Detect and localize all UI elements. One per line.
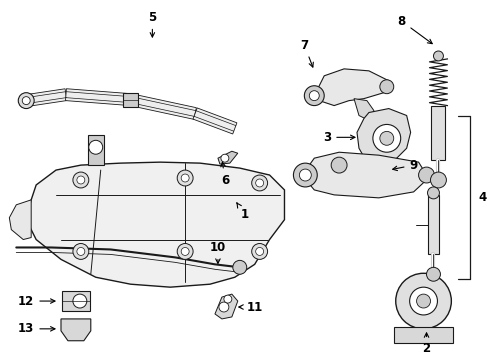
Polygon shape <box>129 94 196 119</box>
Bar <box>427 195 440 255</box>
Circle shape <box>181 174 189 182</box>
Circle shape <box>18 93 34 109</box>
Circle shape <box>331 157 347 173</box>
Circle shape <box>89 140 103 154</box>
Text: 7: 7 <box>300 39 313 67</box>
Circle shape <box>73 172 89 188</box>
Circle shape <box>219 302 229 312</box>
Circle shape <box>177 170 193 186</box>
Circle shape <box>77 176 85 184</box>
Circle shape <box>427 187 440 199</box>
Circle shape <box>177 243 193 260</box>
Circle shape <box>22 96 30 105</box>
Bar <box>88 135 104 165</box>
Circle shape <box>294 163 317 187</box>
Polygon shape <box>357 109 411 165</box>
Circle shape <box>373 125 401 152</box>
Circle shape <box>380 131 394 145</box>
Polygon shape <box>9 200 31 239</box>
Circle shape <box>309 91 319 100</box>
Circle shape <box>410 287 438 315</box>
Text: 13: 13 <box>18 322 55 336</box>
Circle shape <box>77 247 85 255</box>
Polygon shape <box>215 294 238 319</box>
Polygon shape <box>25 89 67 107</box>
Circle shape <box>221 154 229 162</box>
Circle shape <box>73 243 89 260</box>
Polygon shape <box>304 152 429 198</box>
Circle shape <box>416 294 431 308</box>
Circle shape <box>426 267 441 281</box>
Polygon shape <box>218 151 238 164</box>
Text: 5: 5 <box>148 11 156 37</box>
Text: 3: 3 <box>323 131 355 144</box>
Bar <box>62 291 90 311</box>
Circle shape <box>418 167 435 183</box>
Circle shape <box>73 294 87 308</box>
Circle shape <box>224 295 232 303</box>
Circle shape <box>431 172 446 188</box>
Text: 9: 9 <box>392 159 418 172</box>
Text: 8: 8 <box>397 15 432 44</box>
Circle shape <box>256 179 264 187</box>
Polygon shape <box>193 108 237 134</box>
Circle shape <box>233 260 247 274</box>
Bar <box>394 327 453 343</box>
Text: 1: 1 <box>237 203 249 221</box>
Circle shape <box>380 80 394 94</box>
Bar <box>432 105 445 160</box>
Bar <box>122 93 139 107</box>
Text: 11: 11 <box>239 301 263 314</box>
Polygon shape <box>314 69 389 105</box>
Circle shape <box>434 51 443 61</box>
Circle shape <box>256 247 264 255</box>
Text: 12: 12 <box>18 294 55 307</box>
Circle shape <box>396 273 451 329</box>
Circle shape <box>252 243 268 260</box>
Circle shape <box>304 86 324 105</box>
Circle shape <box>252 175 268 191</box>
Text: 4: 4 <box>478 192 487 204</box>
Text: 2: 2 <box>422 333 431 355</box>
Polygon shape <box>61 319 91 341</box>
Polygon shape <box>26 162 285 287</box>
Polygon shape <box>66 89 131 105</box>
Circle shape <box>299 169 311 181</box>
Text: 6: 6 <box>221 162 229 186</box>
Circle shape <box>181 247 189 255</box>
Text: 10: 10 <box>210 241 226 263</box>
Polygon shape <box>354 99 374 121</box>
